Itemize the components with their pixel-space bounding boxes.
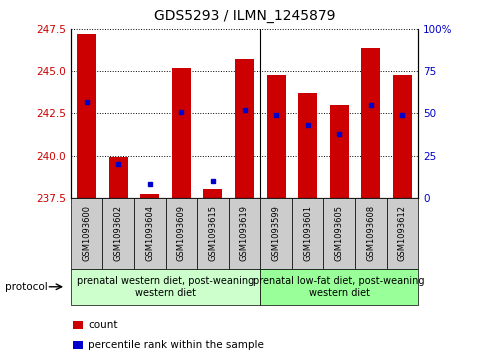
- Bar: [361, 48, 380, 198]
- Text: GSM1093604: GSM1093604: [145, 205, 154, 261]
- Bar: [203, 189, 222, 198]
- Text: GSM1093609: GSM1093609: [177, 205, 185, 261]
- Text: GSM1093612: GSM1093612: [397, 205, 406, 261]
- Bar: [266, 75, 285, 198]
- Text: GSM1093601: GSM1093601: [303, 205, 311, 261]
- Text: GSM1093608: GSM1093608: [366, 205, 374, 261]
- Bar: [172, 68, 190, 198]
- Bar: [140, 195, 159, 198]
- Text: GSM1093599: GSM1093599: [271, 205, 280, 261]
- Bar: [235, 60, 253, 198]
- Text: GSM1093600: GSM1093600: [82, 205, 91, 261]
- Text: GDS5293 / ILMN_1245879: GDS5293 / ILMN_1245879: [153, 9, 335, 23]
- Bar: [77, 34, 96, 198]
- Text: prenatal western diet, post-weaning
western diet: prenatal western diet, post-weaning west…: [77, 276, 254, 298]
- Text: protocol: protocol: [5, 282, 47, 292]
- Bar: [329, 105, 348, 198]
- Text: count: count: [88, 320, 117, 330]
- Text: GSM1093605: GSM1093605: [334, 205, 343, 261]
- Text: prenatal low-fat diet, post-weaning
western diet: prenatal low-fat diet, post-weaning west…: [253, 276, 424, 298]
- Text: GSM1093615: GSM1093615: [208, 205, 217, 261]
- Text: GSM1093602: GSM1093602: [114, 205, 122, 261]
- Bar: [298, 93, 316, 198]
- Bar: [108, 157, 127, 198]
- Text: percentile rank within the sample: percentile rank within the sample: [88, 340, 264, 350]
- Bar: [392, 75, 411, 198]
- Text: GSM1093619: GSM1093619: [240, 205, 248, 261]
